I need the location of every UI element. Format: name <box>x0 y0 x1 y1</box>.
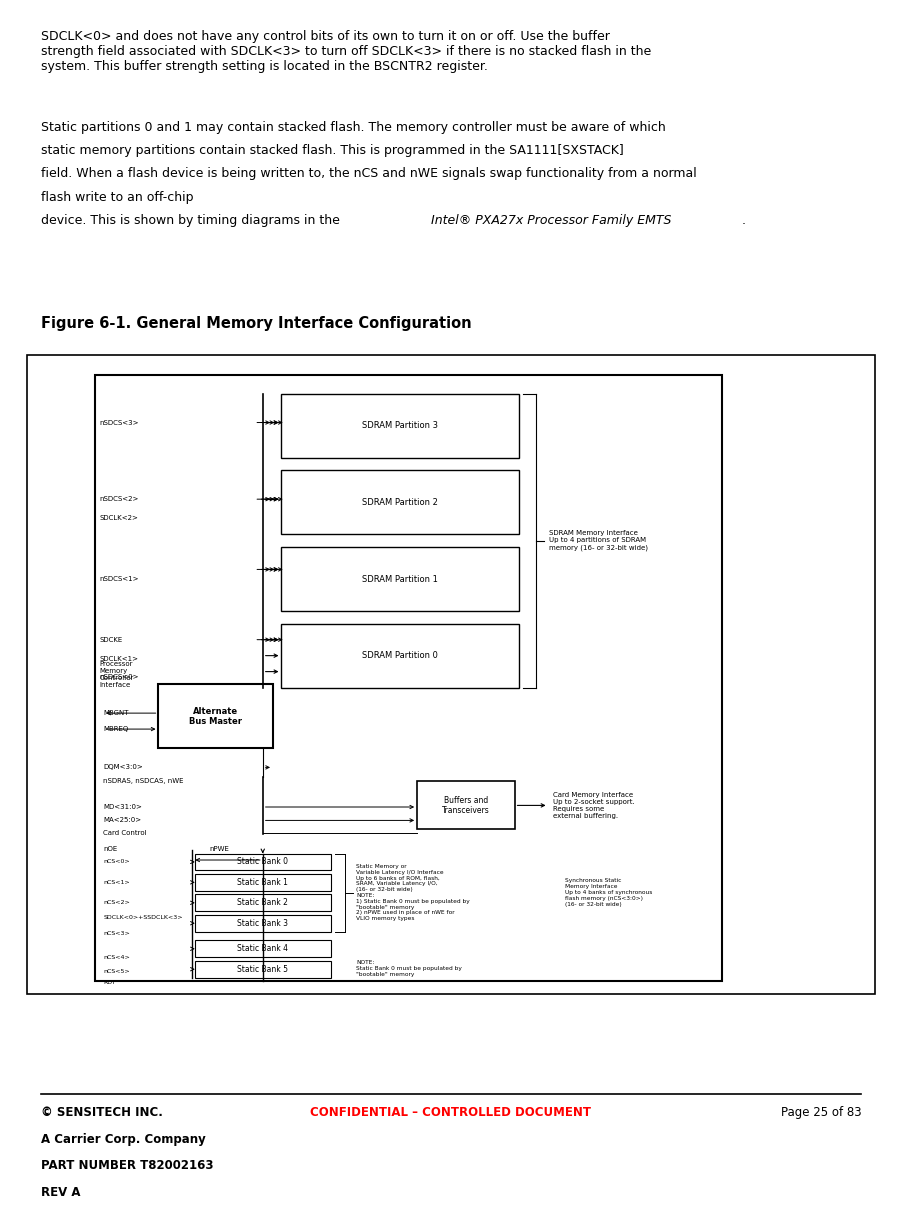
Text: Page 25 of 83: Page 25 of 83 <box>781 1106 861 1119</box>
Bar <box>195 894 331 911</box>
Text: device. This is shown by timing diagrams in the: device. This is shown by timing diagrams… <box>41 214 344 228</box>
Bar <box>281 394 519 458</box>
Text: nSDRAS, nSDCAS, nWE: nSDRAS, nSDCAS, nWE <box>104 778 184 784</box>
Text: nCS<5>: nCS<5> <box>104 969 130 975</box>
Bar <box>27 355 875 994</box>
Text: Card Control: Card Control <box>104 830 147 836</box>
Text: Alternate
Bus Master: Alternate Bus Master <box>189 706 243 725</box>
Bar <box>195 960 331 977</box>
Text: SDRAM Partition 3: SDRAM Partition 3 <box>362 422 438 430</box>
Text: © SENSITECH INC.: © SENSITECH INC. <box>41 1106 162 1119</box>
Text: Static Bank 5: Static Bank 5 <box>237 965 289 974</box>
Text: Static Bank 3: Static Bank 3 <box>237 918 289 928</box>
Text: PART NUMBER T82002163: PART NUMBER T82002163 <box>41 1159 213 1172</box>
Text: nCS<2>: nCS<2> <box>104 900 130 905</box>
Text: nCS<3>: nCS<3> <box>104 931 130 936</box>
Text: Synchronous Static
Memory Interface
Up to 4 banks of synchronous
flash memory (n: Synchronous Static Memory Interface Up t… <box>566 878 653 906</box>
Text: SDRAM Partition 0: SDRAM Partition 0 <box>363 651 438 660</box>
Bar <box>95 375 723 981</box>
Bar <box>195 915 331 931</box>
Text: MD<31:0>: MD<31:0> <box>104 804 143 810</box>
Text: SDCLK<2>: SDCLK<2> <box>99 516 138 522</box>
Text: Static Bank 2: Static Bank 2 <box>237 898 289 907</box>
Bar <box>159 684 273 748</box>
Text: SDRAM Partition 2: SDRAM Partition 2 <box>363 498 438 507</box>
Text: A Carrier Corp. Company: A Carrier Corp. Company <box>41 1133 206 1146</box>
Text: SDCLK<0> and does not have any control bits of its own to turn it on or off. Use: SDCLK<0> and does not have any control b… <box>41 30 651 74</box>
Text: nCS<0>: nCS<0> <box>104 859 130 864</box>
Text: Figure 6-1. General Memory Interface Configuration: Figure 6-1. General Memory Interface Con… <box>41 316 471 330</box>
Text: Static Bank 1: Static Bank 1 <box>237 878 289 887</box>
Text: Static Memory or
Variable Latency I/O Interface
Up to 6 banks of ROM, flash,
SRA: Static Memory or Variable Latency I/O In… <box>356 864 470 921</box>
Bar <box>281 624 519 688</box>
Text: .: . <box>741 214 746 228</box>
Text: nCS<1>: nCS<1> <box>104 880 130 884</box>
Bar <box>195 853 331 870</box>
Text: nSDCS<1>: nSDCS<1> <box>99 576 139 582</box>
Text: Static Bank 4: Static Bank 4 <box>237 945 289 953</box>
Text: MBREQ: MBREQ <box>104 727 129 733</box>
Text: field. When a flash device is being written to, the nCS and nWE signals swap fun: field. When a flash device is being writ… <box>41 167 696 181</box>
Bar <box>281 547 519 611</box>
Text: nSDCS<2>: nSDCS<2> <box>99 496 139 502</box>
Text: SDCKE: SDCKE <box>99 636 123 642</box>
Text: Buffers and
Transceivers: Buffers and Transceivers <box>442 795 490 815</box>
Text: nPWE: nPWE <box>209 846 229 852</box>
Text: Intel® PXA27x Processor Family EMTS: Intel® PXA27x Processor Family EMTS <box>431 214 672 228</box>
Text: nSDCS<0>: nSDCS<0> <box>99 674 139 680</box>
Text: SDCLK<1>: SDCLK<1> <box>99 656 138 662</box>
Text: Card Memory Interface
Up to 2-socket support.
Requires some
external buffering.: Card Memory Interface Up to 2-socket sup… <box>553 792 634 819</box>
Text: RDY: RDY <box>104 980 116 986</box>
Bar <box>195 874 331 890</box>
Text: SDCLK<0>+SSDCLK<3>: SDCLK<0>+SSDCLK<3> <box>104 915 183 919</box>
Text: NOTE:
Static Bank 0 must be populated by
"bootable" memory: NOTE: Static Bank 0 must be populated by… <box>356 960 462 977</box>
Text: nCS<4>: nCS<4> <box>104 954 130 959</box>
Text: REV A: REV A <box>41 1186 80 1199</box>
Bar <box>281 470 519 534</box>
Text: MA<25:0>: MA<25:0> <box>104 817 142 823</box>
Bar <box>417 782 514 829</box>
Text: nSDCS<3>: nSDCS<3> <box>99 419 139 425</box>
Text: SDRAM Memory Interface
Up to 4 partitions of SDRAM
memory (16- or 32-bit wide): SDRAM Memory Interface Up to 4 partition… <box>548 530 648 551</box>
Text: DQM<3:0>: DQM<3:0> <box>104 764 143 770</box>
Text: flash write to an off-chip: flash write to an off-chip <box>41 190 193 204</box>
Text: Static partitions 0 and 1 may contain stacked flash. The memory controller must : Static partitions 0 and 1 may contain st… <box>41 120 666 134</box>
Text: static memory partitions contain stacked flash. This is programmed in the SA1111: static memory partitions contain stacked… <box>41 143 623 157</box>
Text: SDRAM Partition 1: SDRAM Partition 1 <box>363 575 438 583</box>
Text: CONFIDENTIAL – CONTROLLED DOCUMENT: CONFIDENTIAL – CONTROLLED DOCUMENT <box>310 1106 592 1119</box>
Text: MBGNT: MBGNT <box>104 710 129 716</box>
Text: Processor
Memory
Controller
Interface: Processor Memory Controller Interface <box>99 662 133 688</box>
Text: nOE: nOE <box>104 846 117 852</box>
Bar <box>195 940 331 957</box>
Text: Static Bank 0: Static Bank 0 <box>237 858 289 866</box>
